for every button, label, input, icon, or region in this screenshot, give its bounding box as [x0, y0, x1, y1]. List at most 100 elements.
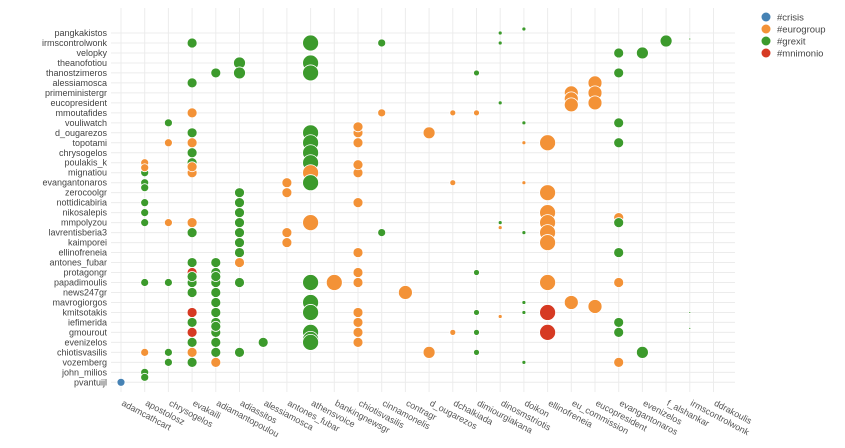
data-point-grexit[interactable] [473, 348, 480, 356]
data-point-eurogroup[interactable] [234, 257, 245, 268]
data-point-eurogroup[interactable] [352, 137, 364, 149]
data-point-grexit[interactable] [497, 100, 503, 106]
data-point-grexit[interactable] [186, 356, 198, 368]
data-point-eurogroup[interactable] [352, 159, 364, 171]
legend-label[interactable]: #mnimonio [777, 49, 823, 60]
data-point-grexit[interactable] [688, 326, 692, 330]
data-point-eurogroup[interactable] [186, 161, 198, 173]
data-point-grexit[interactable] [186, 336, 198, 348]
data-point-grexit[interactable] [302, 34, 320, 52]
data-point-grexit[interactable] [210, 336, 222, 348]
data-point-grexit[interactable] [234, 346, 245, 358]
data-point-grexit[interactable] [613, 47, 625, 59]
data-point-grexit[interactable] [210, 287, 222, 298]
data-point-grexit[interactable] [210, 320, 222, 332]
data-point-grexit[interactable] [473, 269, 480, 276]
data-point-grexit[interactable] [521, 359, 527, 365]
data-point-grexit[interactable] [473, 328, 480, 336]
data-point-eurogroup[interactable] [422, 126, 436, 140]
data-point-grexit[interactable] [140, 218, 150, 228]
data-point-grexit[interactable] [186, 287, 198, 298]
data-point-grexit[interactable] [473, 69, 480, 77]
data-point-grexit[interactable] [186, 37, 198, 49]
data-point-eurogroup[interactable] [140, 163, 150, 173]
data-point-eurogroup[interactable] [302, 214, 320, 232]
data-point-grexit[interactable] [613, 67, 625, 79]
data-point-eurogroup[interactable] [186, 346, 198, 358]
data-point-grexit[interactable] [186, 147, 198, 159]
data-point-eurogroup[interactable] [613, 356, 625, 368]
data-point-eurogroup[interactable] [352, 317, 364, 328]
legend-marker[interactable] [761, 24, 771, 34]
legend-label[interactable]: #eurogroup [777, 25, 826, 36]
data-point-mnimonio[interactable] [539, 304, 556, 321]
data-point-grexit[interactable] [234, 217, 245, 229]
data-point-grexit[interactable] [302, 304, 320, 321]
data-point-eurogroup[interactable] [186, 217, 198, 229]
data-point-eurogroup[interactable] [587, 95, 603, 111]
data-point-eurogroup[interactable] [449, 109, 457, 117]
data-point-mnimonio[interactable] [186, 307, 198, 318]
data-point-grexit[interactable] [140, 372, 150, 382]
data-point-grexit[interactable] [163, 347, 173, 357]
data-point-eurogroup[interactable] [352, 326, 364, 338]
data-point-eurogroup[interactable] [352, 277, 364, 288]
data-point-eurogroup[interactable] [587, 299, 603, 314]
data-point-grexit[interactable] [636, 345, 649, 359]
data-point-grexit[interactable] [186, 227, 198, 239]
data-point-eurogroup[interactable] [539, 184, 556, 202]
data-point-grexit[interactable] [234, 207, 245, 219]
data-point-grexit[interactable] [163, 118, 173, 128]
data-point-eurogroup[interactable] [210, 356, 222, 368]
data-point-eurogroup[interactable] [497, 314, 503, 319]
data-point-grexit[interactable] [210, 297, 222, 308]
data-point-eurogroup[interactable] [497, 225, 503, 231]
data-point-grexit[interactable] [521, 230, 527, 236]
data-point-grexit[interactable] [688, 37, 692, 41]
data-point-eurogroup[interactable] [377, 108, 387, 118]
data-point-grexit[interactable] [186, 77, 198, 89]
data-point-grexit[interactable] [210, 307, 222, 318]
data-point-grexit[interactable] [186, 317, 198, 328]
data-point-grexit[interactable] [210, 257, 222, 268]
data-point-eurogroup[interactable] [422, 345, 436, 359]
data-point-grexit[interactable] [210, 346, 222, 358]
legend-marker[interactable] [761, 12, 771, 22]
legend-label[interactable]: #grexit [777, 37, 806, 48]
data-point-eurogroup[interactable] [539, 134, 556, 152]
data-point-grexit[interactable] [302, 64, 320, 82]
data-point-mnimonio[interactable] [186, 326, 198, 338]
data-point-eurogroup[interactable] [352, 247, 364, 258]
legend-marker[interactable] [761, 36, 771, 46]
data-point-grexit[interactable] [163, 357, 173, 367]
data-point-eurogroup[interactable] [613, 277, 625, 288]
data-point-eurogroup[interactable] [186, 137, 198, 149]
legend-label[interactable]: #crisis [777, 13, 804, 24]
data-point-grexit[interactable] [613, 247, 625, 258]
data-point-grexit[interactable] [377, 38, 387, 48]
data-point-eurogroup[interactable] [163, 138, 173, 148]
data-point-grexit[interactable] [521, 310, 527, 315]
legend-marker[interactable] [761, 48, 771, 58]
data-point-eurogroup[interactable] [352, 267, 364, 278]
data-point-grexit[interactable] [234, 187, 245, 199]
data-point-grexit[interactable] [497, 220, 503, 226]
data-point-eurogroup[interactable] [186, 107, 198, 119]
data-point-grexit[interactable] [521, 26, 527, 32]
data-point-grexit[interactable] [302, 333, 320, 351]
data-point-grexit[interactable] [473, 309, 480, 316]
data-point-grexit[interactable] [636, 46, 649, 60]
data-point-eurogroup[interactable] [325, 274, 343, 291]
data-point-eurogroup[interactable] [140, 347, 150, 357]
data-point-grexit[interactable] [140, 198, 150, 208]
data-point-eurogroup[interactable] [539, 274, 556, 291]
data-point-grexit[interactable] [234, 247, 245, 258]
data-point-grexit[interactable] [497, 40, 503, 46]
data-point-eurogroup[interactable] [352, 197, 364, 209]
data-point-grexit[interactable] [302, 274, 320, 291]
data-point-mnimonio[interactable] [539, 323, 556, 341]
data-point-eurogroup[interactable] [521, 140, 527, 146]
data-point-grexit[interactable] [210, 271, 222, 282]
data-point-eurogroup[interactable] [449, 179, 457, 187]
data-point-grexit[interactable] [234, 277, 245, 288]
